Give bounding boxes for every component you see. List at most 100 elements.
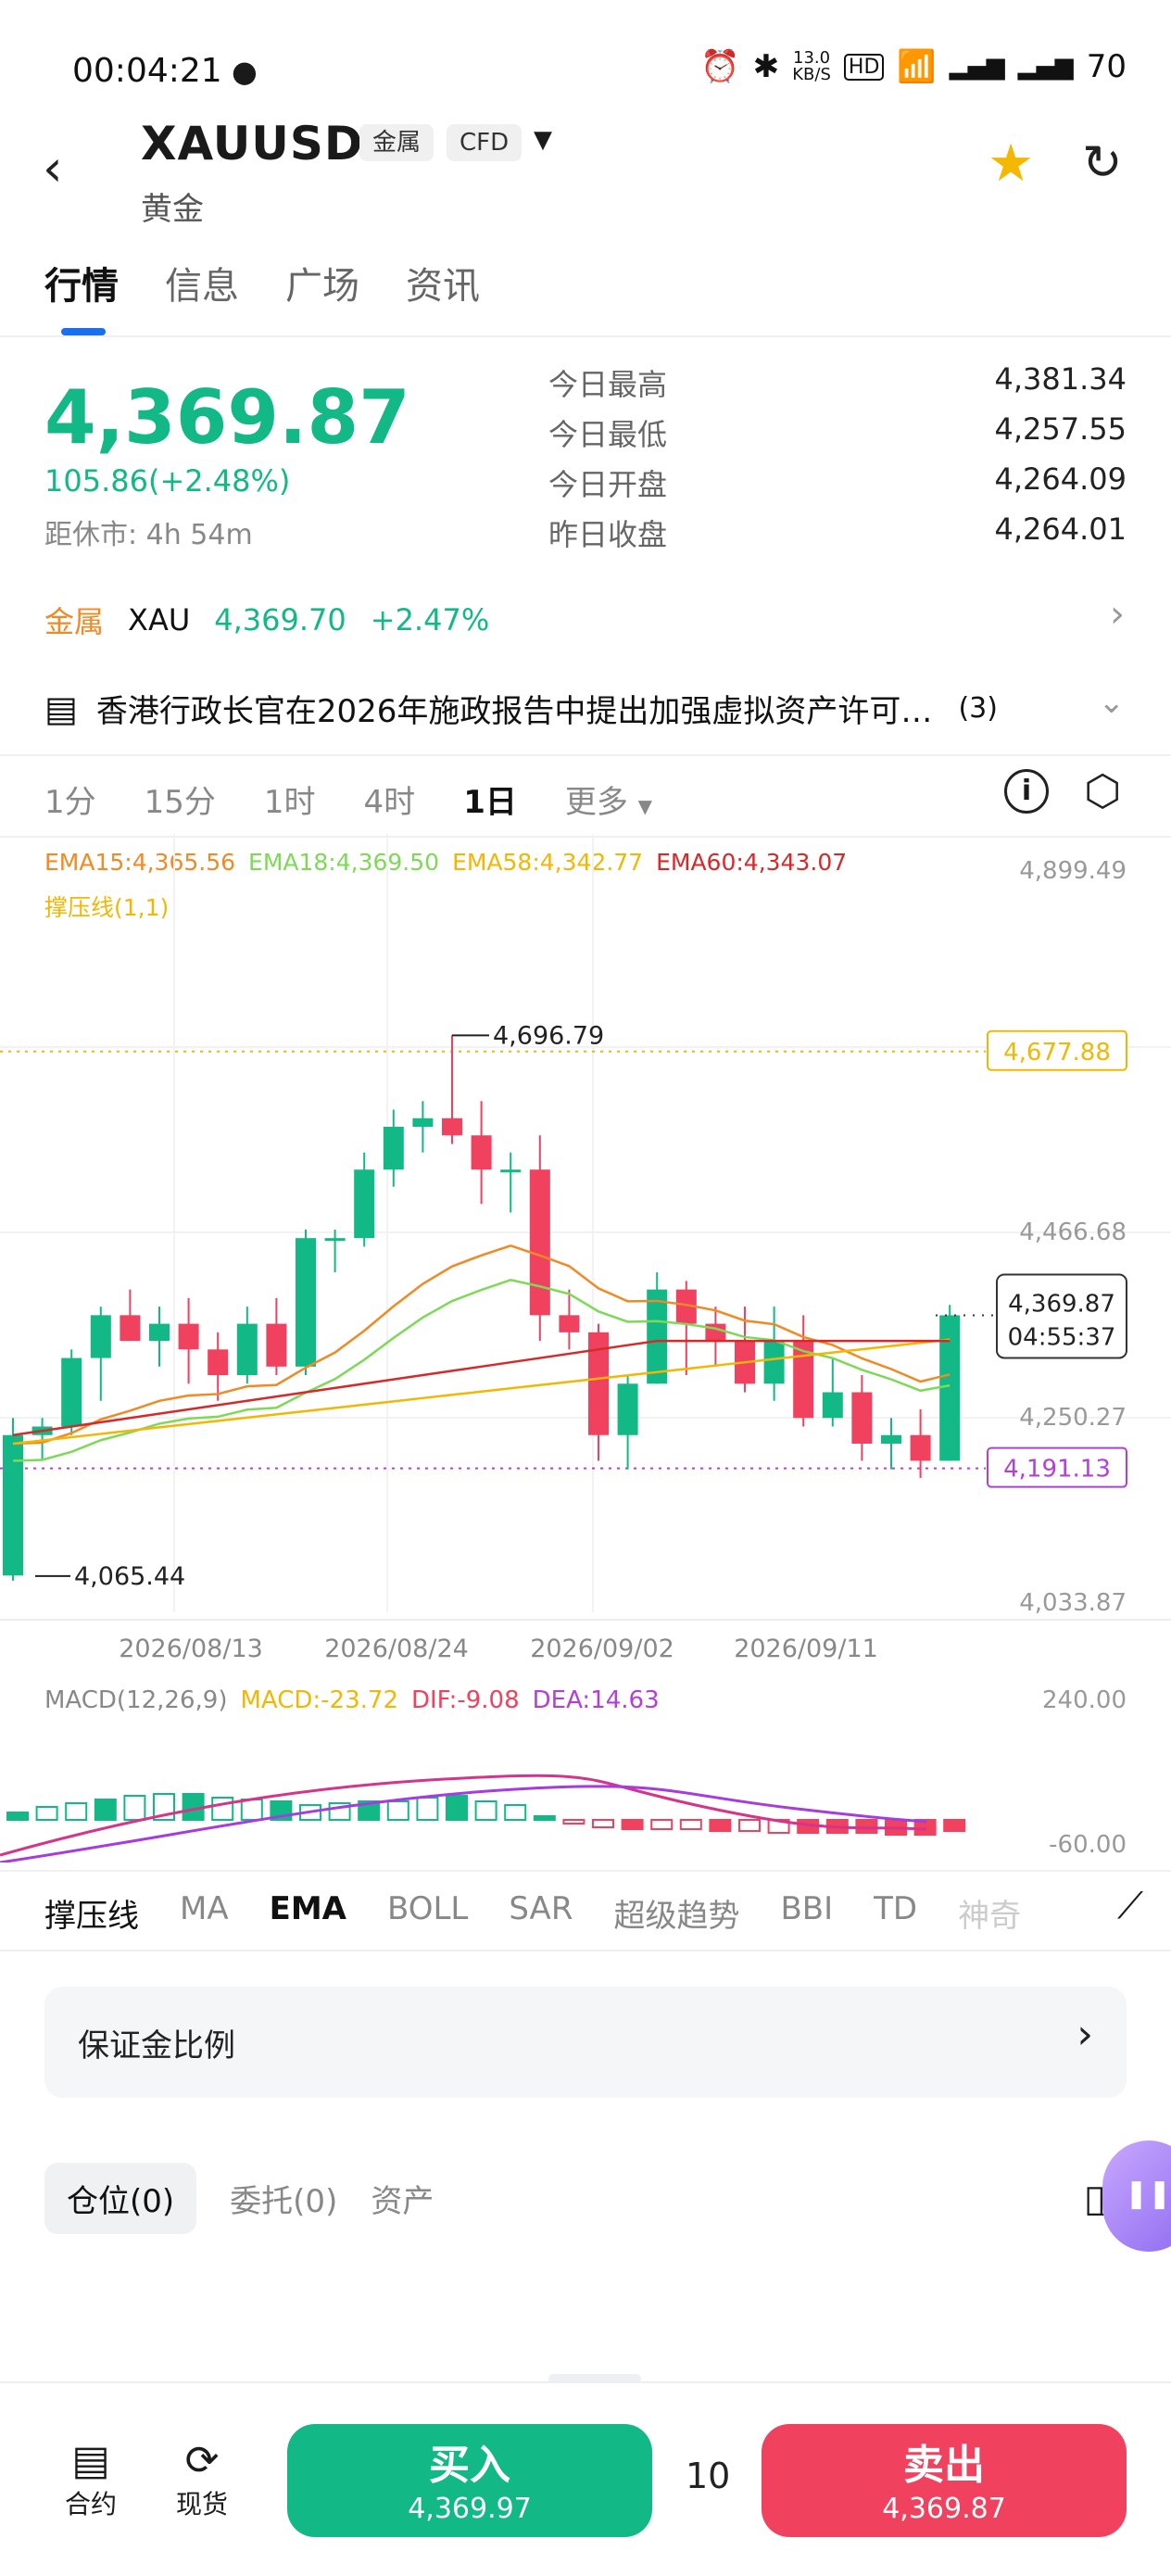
ind-magic[interactable]: 神奇	[958, 1898, 1022, 1935]
candle-body	[763, 1341, 785, 1384]
macd-bar	[504, 1804, 527, 1821]
macd-bottom-tick: -60.00	[1049, 1831, 1127, 1859]
ema15-line	[12, 1244, 951, 1446]
tab-assets[interactable]: 资产	[371, 2183, 434, 2220]
contract-label: 合约	[65, 2489, 118, 2519]
settings-hex-icon[interactable]: ⬡	[1084, 765, 1122, 815]
candle-body	[442, 1118, 462, 1136]
news-ticker[interactable]: ▤ 香港行政长官在2026年施政报告中提出加强虚拟资产许可… (3)	[44, 686, 998, 731]
legend-ema18: EMA18:4,369.50	[248, 849, 440, 876]
candle-body	[266, 1323, 287, 1367]
quantity[interactable]: 10	[686, 2456, 731, 2496]
candle-body	[588, 1332, 609, 1435]
news-icon: ▤	[44, 688, 78, 729]
macd-bar	[738, 1819, 761, 1832]
tab-square[interactable]: 广场	[285, 265, 359, 308]
candle-body	[61, 1357, 82, 1427]
tf-4h[interactable]: 4时	[363, 784, 416, 821]
spot-button[interactable]: ⟳ 现货	[176, 2437, 228, 2521]
tf-more-label: 更多	[564, 784, 628, 821]
back-icon[interactable]: ‹	[43, 139, 63, 197]
ind-boll[interactable]: BOLL	[386, 1890, 469, 1927]
margin-ratio-label: 保证金比例	[78, 2027, 235, 2065]
net-speed-value: 13.0	[793, 48, 831, 68]
margin-ratio-card[interactable]: 保证金比例 ›	[44, 1987, 1127, 2098]
info-icon[interactable]: i	[1004, 769, 1049, 814]
ema18-line	[12, 1279, 951, 1462]
candle-body	[120, 1315, 141, 1342]
legend-ema15: EMA15:4,365.56	[44, 849, 236, 876]
spot-icon: ⟳	[184, 2437, 220, 2484]
assistant-bubble[interactable]: ❚❚	[1102, 2140, 1171, 2252]
ind-ma[interactable]: MA	[180, 1890, 229, 1927]
buy-label: 买入	[429, 2442, 510, 2489]
ind-supertrend[interactable]: 超级趋势	[613, 1898, 740, 1935]
ema-legend: EMA15:4,365.56 EMA18:4,369.50 EMA58:4,34…	[44, 849, 847, 876]
macd-bar	[446, 1795, 468, 1821]
related-metal-row[interactable]: 金属 XAU 4,369.70 +2.47%	[44, 599, 489, 641]
buy-button[interactable]: 买入 4,369.97	[287, 2424, 652, 2537]
candle-body	[324, 1238, 346, 1242]
ind-sr[interactable]: 撑压线	[44, 1898, 139, 1935]
kline-chart[interactable]: 4,899.494,683.094,466.684,250.274,033.87…	[0, 834, 1171, 1872]
tf-15m[interactable]: 15分	[144, 784, 216, 821]
dif-line	[0, 1774, 927, 1857]
macd-bar	[358, 1800, 381, 1821]
macd-bar	[709, 1819, 732, 1832]
high-label: 4,696.79	[493, 1021, 604, 1050]
candle-body	[559, 1315, 580, 1332]
sell-price: 4,369.87	[882, 2493, 1006, 2525]
price-change: 105.86(+2.48%)	[44, 463, 291, 499]
expand-icon[interactable]: ⌄	[1098, 684, 1126, 721]
contract-button[interactable]: ▤ 合约	[65, 2437, 117, 2521]
divider	[0, 1950, 1171, 1951]
support-label: 4,191.13	[1003, 1456, 1111, 1484]
indicator-bar: 撑压线 MA EMA BOLL SAR 超级趋势 BBI TD 神奇	[44, 1890, 1021, 1936]
star-icon[interactable]: ★	[988, 133, 1035, 194]
wechat-icon: ●	[232, 54, 258, 89]
status-bar: 00:04:21 ● ⏰ ✱ 13.0 KB/S HD 📶 ▂▄▆ ▂▄▆ 70	[0, 0, 1171, 139]
current-price: 4,369.87	[44, 374, 410, 461]
chevron-down-icon[interactable]: ▼	[534, 126, 552, 154]
candle-body	[236, 1323, 258, 1376]
tf-1d[interactable]: 1日	[463, 784, 517, 821]
ind-ema[interactable]: EMA	[269, 1890, 346, 1927]
tab-orders[interactable]: 委托(0)	[230, 2183, 338, 2220]
indicator-settings-icon[interactable]: ⟋	[1104, 1885, 1143, 1927]
candle-body	[939, 1315, 961, 1461]
metal-pct: +2.47%	[370, 602, 490, 638]
macd-bar	[474, 1800, 497, 1821]
support-box	[987, 1446, 1127, 1488]
last-price-box	[996, 1273, 1127, 1359]
tf-more[interactable]: 更多 ▼	[565, 777, 652, 822]
tab-news[interactable]: 资讯	[406, 265, 480, 308]
news-count: (3)	[958, 692, 998, 725]
sell-button[interactable]: 卖出 4,369.87	[762, 2424, 1127, 2537]
market-close-countdown: 距休市: 4h 54m	[44, 519, 253, 551]
macd-bar	[240, 1799, 263, 1821]
tf-1m[interactable]: 1分	[44, 784, 96, 821]
stat-label-prevclose: 昨日收盘	[548, 517, 668, 552]
macd-bar	[592, 1819, 614, 1828]
share-icon[interactable]: ↻	[1082, 135, 1123, 191]
ind-td[interactable]: TD	[874, 1890, 918, 1927]
candle-body	[383, 1127, 404, 1170]
divider	[0, 335, 1171, 337]
y-tick: 4,899.49	[1019, 857, 1127, 885]
low-label: 4,065.44	[74, 1562, 185, 1591]
drag-handle[interactable]	[548, 2374, 641, 2383]
candle-body	[471, 1135, 492, 1170]
candle-body	[296, 1238, 316, 1367]
tab-positions[interactable]: 仓位(0)	[44, 2163, 197, 2234]
macd-bar	[65, 1802, 88, 1821]
ind-bbi[interactable]: BBI	[780, 1890, 834, 1927]
tab-market[interactable]: 行情	[44, 265, 119, 308]
tab-info[interactable]: 信息	[165, 265, 239, 308]
assistant-icon: ❚❚	[1125, 2178, 1171, 2210]
ind-sar[interactable]: SAR	[509, 1890, 573, 1927]
divider	[0, 1870, 1171, 1872]
chevron-right-icon[interactable]: ›	[1110, 593, 1125, 636]
caret-down-icon: ▼	[637, 795, 653, 817]
candle-body	[881, 1434, 901, 1444]
tf-1h[interactable]: 1时	[263, 784, 316, 821]
